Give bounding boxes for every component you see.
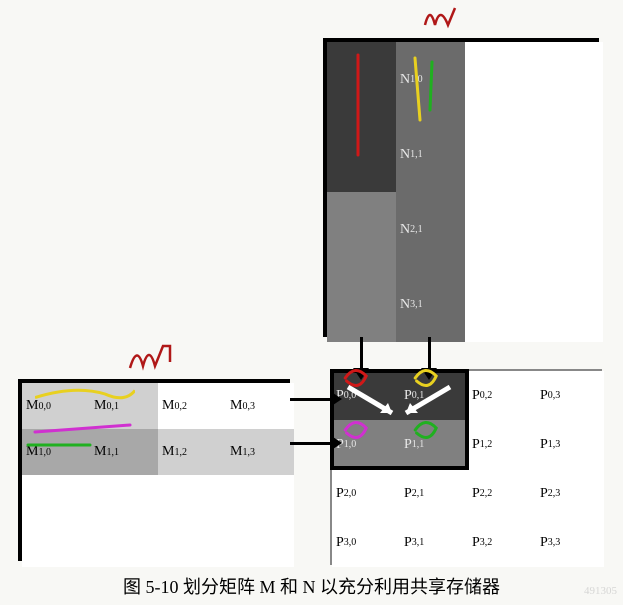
p-cell-3-2: P3,2 — [468, 518, 536, 567]
figure-caption: 图 5-10 划分矩阵 M 和 N 以充分利用共享存储器 — [0, 573, 623, 599]
p-cell-0-2: P0,2 — [468, 371, 536, 420]
p-cell-1-3: P1,3 — [536, 420, 604, 469]
annotation-m-label — [125, 340, 195, 376]
p-cell-3-1: P3,1 — [400, 518, 468, 567]
arrow-m-to-p-1 — [290, 398, 334, 401]
p-cell-1-2: P1,2 — [468, 420, 536, 469]
p-cell-2-0: P2,0 — [332, 469, 400, 518]
n-cell-2-1: N2,1 — [396, 192, 465, 267]
m-cell-0-3: M0,3 — [226, 383, 294, 429]
p-cell-0-3: P0,3 — [536, 371, 604, 420]
n-cell-1-0 — [327, 117, 396, 192]
p-cell-2-2: P2,2 — [468, 469, 536, 518]
n-cell-0-2 — [465, 42, 534, 117]
m-cell-2-1 — [90, 475, 158, 521]
m-cell-0-2: M0,2 — [158, 383, 226, 429]
annotation-n-label — [420, 0, 480, 34]
m-cell-0-1: M0,1 — [90, 383, 158, 429]
n-cell-0-3 — [534, 42, 603, 117]
n-cell-1-3 — [534, 117, 603, 192]
m-cell-0-0: M0,0 — [22, 383, 90, 429]
watermark-text: 491305 — [584, 585, 617, 597]
m-cell-1-2: M1,2 — [158, 429, 226, 475]
n-cell-3-2 — [465, 267, 534, 342]
m-cell-2-0 — [22, 475, 90, 521]
p-cell-2-3: P2,3 — [536, 469, 604, 518]
n-cell-1-1: N1,1 — [396, 117, 465, 192]
m-cell-2-2 — [158, 475, 226, 521]
p-cell-3-0: P3,0 — [332, 518, 400, 567]
m-cell-1-3: M1,3 — [226, 429, 294, 475]
m-cell-1-1: M1,1 — [90, 429, 158, 475]
p-cell-3-3: P3,3 — [536, 518, 604, 567]
n-cell-1-2 — [465, 117, 534, 192]
m-cell-3-3 — [226, 521, 294, 567]
matrix-p: P0,0P0,1P0,2P0,3P1,0P1,1P1,2P1,3P2,0P2,1… — [330, 369, 602, 565]
p-cell-2-1: P2,1 — [400, 469, 468, 518]
matrix-n: N1,0N1,1N2,1N3,1 — [323, 38, 599, 337]
n-cell-2-2 — [465, 192, 534, 267]
n-cell-0-0 — [327, 42, 396, 117]
n-cell-3-0 — [327, 267, 396, 342]
arrow-m-to-p-2 — [290, 442, 334, 445]
m-cell-3-0 — [22, 521, 90, 567]
n-cell-0-1: N1,0 — [396, 42, 465, 117]
m-cell-3-2 — [158, 521, 226, 567]
n-cell-3-3 — [534, 267, 603, 342]
m-cell-1-0: M1,0 — [22, 429, 90, 475]
m-cell-3-1 — [90, 521, 158, 567]
n-cell-2-3 — [534, 192, 603, 267]
figure-container: N1,0N1,1N2,1N3,1 M0,0M0,1M0,2M0,3M1,0M1,… — [0, 0, 623, 605]
n-cell-3-1: N3,1 — [396, 267, 465, 342]
n-cell-2-0 — [327, 192, 396, 267]
matrix-m: M0,0M0,1M0,2M0,3M1,0M1,1M1,2M1,3 — [18, 379, 290, 561]
m-cell-2-3 — [226, 475, 294, 521]
